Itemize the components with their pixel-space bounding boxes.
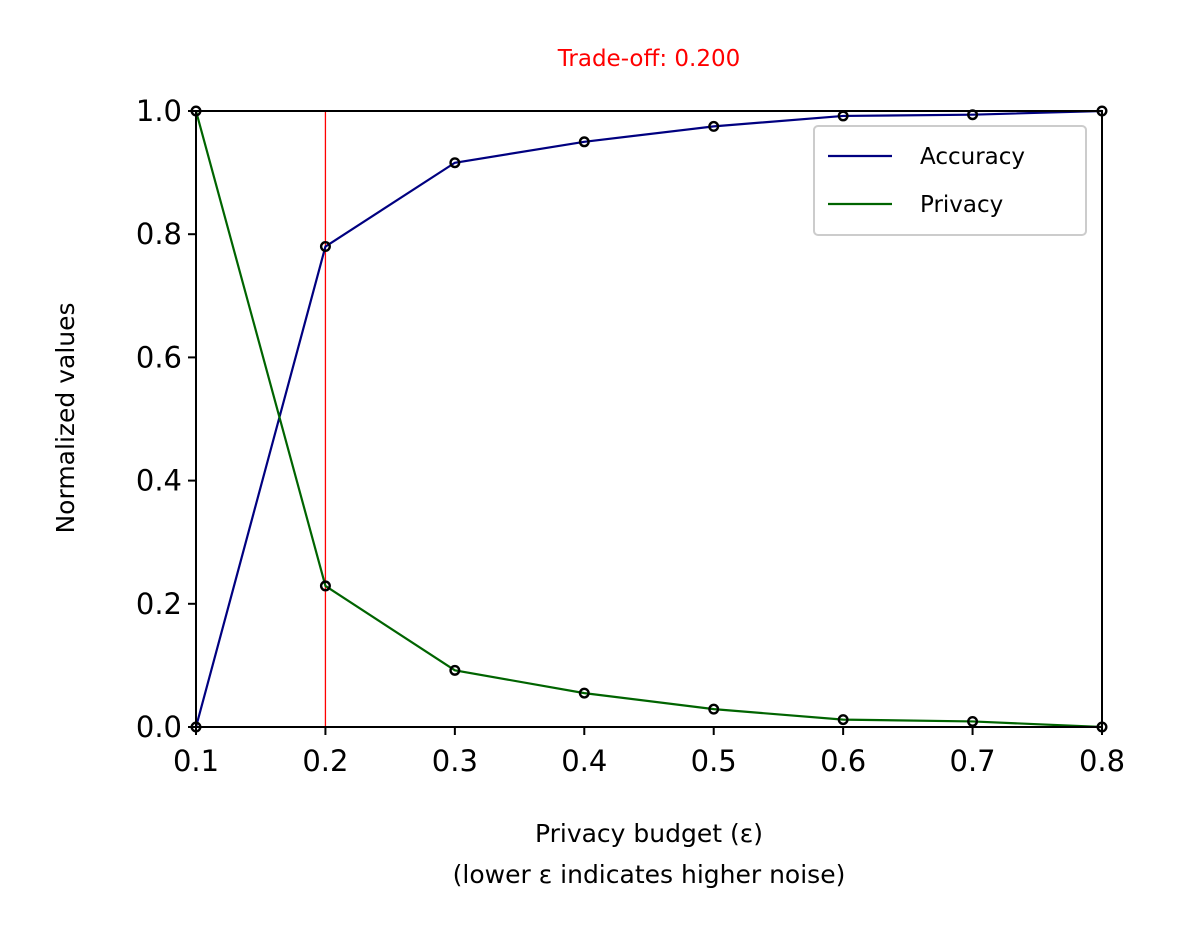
y-tick-label: 0.4: [136, 464, 182, 498]
legend-label-privacy: Privacy: [920, 192, 1003, 218]
data-point-accuracy: [319, 241, 331, 253]
x-tick-label: 0.4: [561, 744, 607, 778]
legend: Accuracy Privacy: [813, 125, 1087, 236]
x-tick-label: 0.6: [820, 744, 866, 778]
data-point-privacy: [837, 714, 849, 726]
x-tick-label: 0.5: [691, 744, 737, 778]
y-tick-label: 1.0: [136, 94, 182, 128]
y-tick-label: 0.2: [136, 587, 182, 621]
data-point-accuracy: [449, 157, 461, 169]
data-point-privacy: [578, 687, 590, 699]
data-point-privacy: [708, 703, 720, 715]
data-point-privacy: [449, 664, 461, 676]
data-point-accuracy: [708, 120, 720, 132]
data-point-privacy: [319, 580, 331, 592]
x-tick-label: 0.7: [950, 744, 996, 778]
plot-area: [190, 105, 1108, 733]
data-point-privacy: [967, 715, 979, 727]
y-tick-label: 0.6: [136, 340, 182, 374]
x-tick-label: 0.8: [1079, 744, 1125, 778]
y-tick-label: 0.8: [136, 217, 182, 251]
series-line-privacy: [194, 110, 1103, 729]
x-tick-label: 0.3: [432, 744, 478, 778]
series-line-accuracy: [194, 109, 1103, 728]
legend-box: [813, 125, 1087, 236]
x-axis-label-line1: Privacy budget (ε): [535, 819, 763, 848]
legend-label-accuracy: Accuracy: [920, 144, 1025, 170]
y-tick-label: 0.0: [136, 710, 182, 744]
x-tick-label: 0.1: [173, 744, 219, 778]
chart-title: Trade-off: 0.200: [557, 46, 741, 72]
data-point-accuracy: [578, 136, 590, 148]
y-axis-label: Normalized values: [51, 302, 80, 533]
x-axis-label-line2: (lower ε indicates higher noise): [453, 860, 846, 889]
x-tick-label: 0.2: [302, 744, 348, 778]
y-axis-ticks: 0.0 0.2 0.4 0.6 0.8 1.0: [136, 94, 196, 744]
x-axis-ticks: 0.1 0.2 0.3 0.4 0.5 0.6 0.7 0.8: [173, 727, 1125, 778]
axes-frame: [195, 110, 1103, 728]
